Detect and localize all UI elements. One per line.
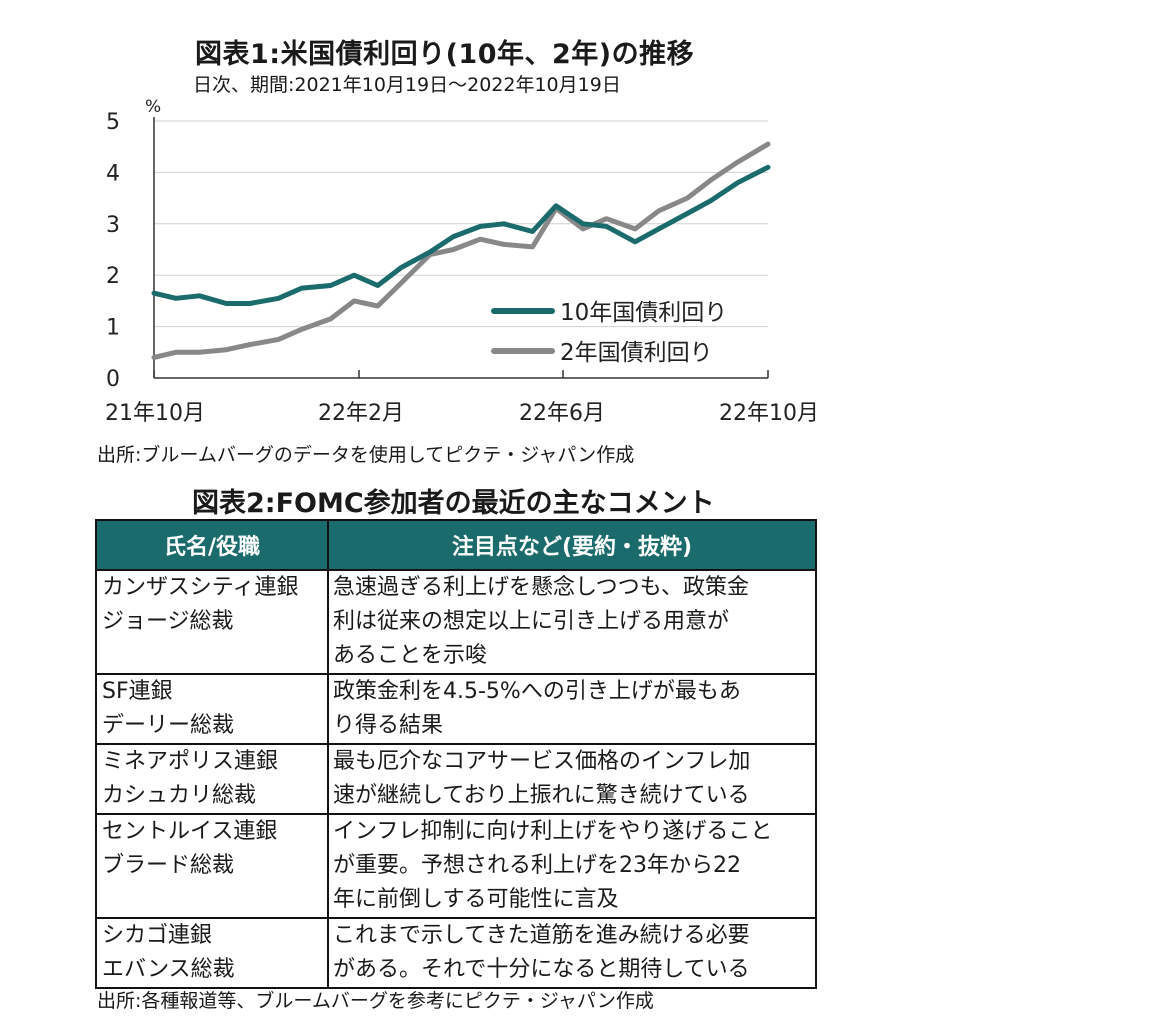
table-row: セントルイス連銀 ブラード総裁 インフレ抑制に向け利上げをやり遂げること が重要… — [95, 813, 817, 919]
table-title: 図表2:FOMC参加者の最近の主なコメント — [192, 488, 715, 519]
legend-label: 2年国債利回り — [560, 340, 713, 366]
legend-label: 10年国債利回り — [560, 300, 727, 326]
x-tick-label: 22年6月 — [519, 401, 605, 426]
y-tick-label: 0 — [106, 367, 120, 392]
header-key-points: 注目点など(要約・抜粋) — [327, 519, 817, 571]
official-name: SF連銀 デーリー総裁 — [102, 679, 235, 738]
chart-source: 出所:ブルームバーグのデータを使用してピクテ・ジャパン作成 — [97, 444, 635, 466]
x-tick-label: 22年10月 — [719, 401, 819, 426]
table-row: カンザスシティ連銀 ジョージ総裁 急速過ぎる利上げを懸念しつつも、政策金 利は従… — [95, 569, 817, 675]
y-tick-label: 3 — [106, 213, 120, 238]
official-name: シカゴ連銀 エバンス総裁 — [102, 923, 235, 982]
series-line-2y — [151, 141, 771, 360]
table-header-row: 氏名/役職 注目点など(要約・抜粋) — [95, 519, 817, 571]
y-unit-label: % — [145, 97, 161, 117]
comment-text: 急速過ぎる利上げを懸念しつつも、政策金 利は従来の想定以上に引き上げる用意が あ… — [333, 575, 750, 668]
fomc-comments-table: 氏名/役職 注目点など(要約・抜粋) カンザスシティ連銀 ジョージ総裁 急速過ぎ… — [95, 519, 817, 989]
official-name: セントルイス連銀 ブラード総裁 — [102, 819, 278, 878]
y-tick-label: 2 — [106, 264, 120, 289]
table-source: 出所:各種報道等、ブルームバーグを参考にピクテ・ジャパン作成 — [97, 990, 654, 1012]
comment-text: 政策金利を4.5-5%への引き上げが最もあ り得る結果 — [333, 679, 741, 738]
y-tick-label: 4 — [106, 161, 120, 186]
yield-line-chart: 0 1 2 3 4 5% 21年10月 22年2月 22年6月 22年10月 10年国債利回り 2年国… — [105, 97, 819, 426]
table-row: SF連銀 デーリー総裁 政策金利を4.5-5%への引き上げが最もあ り得る結果 — [95, 673, 817, 745]
comment-text: これまで示してきた道筋を進み続ける必要 がある。それで十分になると期待している — [333, 923, 750, 982]
header-name-title: 氏名/役職 — [95, 519, 329, 571]
chart-subtitle: 日次、期間:2021年10月19日～2022年10月19日 — [193, 74, 621, 96]
table-row: ミネアポリス連銀 カシュカリ総裁 最も厄介なコアサービス価格のインフレ加 速が継… — [95, 743, 817, 815]
comment-text: 最も厄介なコアサービス価格のインフレ加 速が継続しており上振れに驚き続けている — [333, 749, 751, 808]
y-tick-label: 5 — [106, 110, 120, 135]
chart-title: 図表1:米国債利回り(10年、2年)の推移 — [195, 39, 695, 70]
official-name: カンザスシティ連銀 ジョージ総裁 — [102, 575, 299, 634]
series-line-10y — [151, 164, 771, 306]
official-name: ミネアポリス連銀 カシュカリ総裁 — [102, 749, 279, 808]
table-row: シカゴ連銀 エバンス総裁 これまで示してきた道筋を進み続ける必要 がある。それで… — [95, 917, 817, 989]
x-tick-label: 21年10月 — [105, 401, 205, 426]
x-tick-label: 22年2月 — [318, 401, 404, 426]
y-tick-label: 1 — [106, 316, 120, 341]
comment-text: インフレ抑制に向け利上げをやり遂げること が重要。予想される利上げを23年から2… — [333, 819, 773, 912]
